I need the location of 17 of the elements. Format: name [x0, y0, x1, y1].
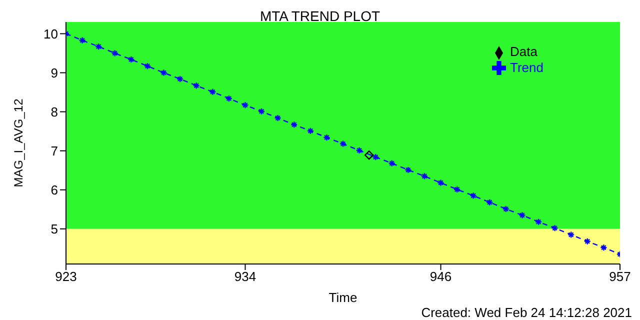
legend-label: Data [510, 44, 538, 59]
y-tick-label: 8 [50, 104, 58, 120]
x-tick-label: 957 [609, 269, 631, 284]
x-axis-title: Time [328, 290, 358, 305]
y-tick-label: 9 [50, 65, 58, 80]
y-axis-title: MAG_I_AVG_12 [11, 98, 26, 188]
x-tick-label: 923 [55, 269, 77, 284]
y-tick-label: 7 [50, 143, 58, 158]
legend-label: Trend [510, 60, 544, 75]
point [364, 150, 374, 160]
chart-title: MTA TREND PLOT [258, 8, 382, 24]
y-tick-label: 10 [44, 26, 58, 42]
x-tick-label: 946 [430, 269, 452, 284]
y-tick-label: 6 [50, 182, 58, 198]
text: Created: Wed Feb 24 14:12:28 2021 [421, 305, 632, 320]
y-tick-label: 5 [50, 221, 58, 236]
x-tick-label: 934 [234, 269, 256, 284]
